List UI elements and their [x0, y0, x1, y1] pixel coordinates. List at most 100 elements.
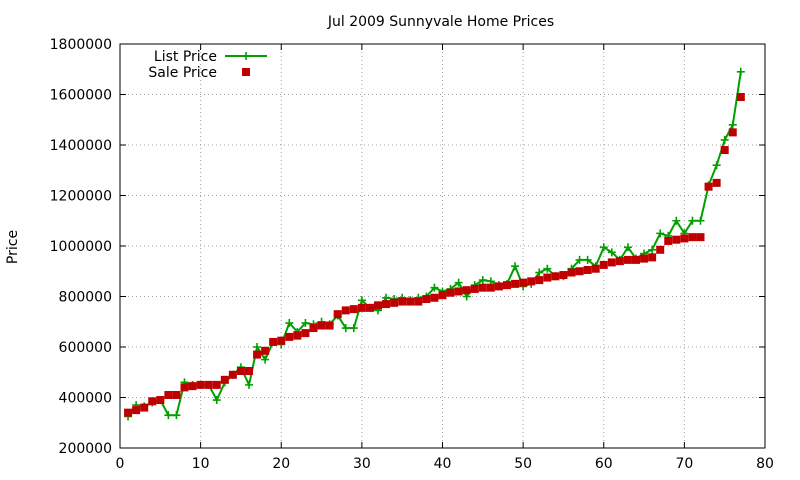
list-price-point: [688, 216, 697, 225]
sale-price-point: [607, 258, 616, 267]
sale-price-point: [180, 383, 189, 392]
list-price-point: [656, 229, 665, 238]
sale-price-point: [269, 337, 278, 346]
sale-price-point: [567, 268, 576, 277]
sale-price-point: [309, 324, 318, 333]
sale-price-point: [640, 254, 649, 263]
sale-price-point: [245, 366, 253, 375]
sale-price-point: [293, 331, 302, 340]
sale-price-point: [446, 288, 455, 297]
list-price-point: [454, 278, 463, 287]
legend-marker-list-price: [242, 52, 250, 60]
sale-price-point: [736, 93, 745, 102]
sale-price-point: [591, 264, 600, 273]
x-tick-label: 10: [192, 456, 210, 472]
list-price-point: [301, 319, 310, 328]
list-price-point: [720, 135, 729, 144]
list-price-point: [599, 243, 608, 252]
sale-price-point: [575, 267, 584, 276]
list-price-point: [712, 161, 721, 170]
y-tick-label: 400000: [59, 391, 112, 407]
sale-price-point: [696, 233, 705, 242]
list-price-point: [672, 216, 681, 225]
list-price-point: [648, 245, 657, 254]
list-price-point: [623, 243, 632, 252]
sale-price-point: [414, 297, 423, 306]
sale-price-point: [470, 284, 479, 293]
grid: [120, 44, 765, 448]
sale-price-point: [301, 329, 310, 338]
sale-price-point: [253, 350, 262, 359]
x-tick-label: 30: [353, 456, 371, 472]
y-tick-label: 800000: [59, 290, 112, 306]
sale-price-point: [519, 278, 528, 287]
sale-price-point: [333, 310, 342, 319]
list-price-point: [543, 264, 552, 273]
x-tick-label: 80: [756, 456, 774, 472]
list-price-point: [164, 411, 173, 420]
sale-price-point: [398, 297, 407, 306]
sale-price-point: [341, 306, 350, 315]
list-price-point: [575, 255, 584, 264]
list-price-point: [357, 296, 366, 305]
list-price-point: [736, 67, 745, 76]
sale-price-point: [285, 332, 294, 341]
sale-price-point: [656, 245, 665, 254]
sale-price-point: [454, 287, 463, 296]
sale-price-point: [438, 291, 447, 300]
sale-price-point: [228, 370, 237, 379]
sale-price-point: [511, 279, 520, 288]
sale-price-point: [277, 336, 286, 345]
sale-price-point: [688, 233, 697, 242]
sale-price-point: [632, 255, 640, 264]
sale-price-point: [390, 298, 399, 307]
sale-price-point: [503, 281, 511, 290]
y-tick-label: 200000: [59, 441, 112, 457]
sale-price-point: [527, 277, 536, 286]
y-tick-label: 1800000: [50, 37, 112, 53]
sale-price-point: [712, 178, 721, 187]
y-tick-label: 1000000: [50, 239, 112, 255]
sale-price-point: [406, 297, 415, 306]
axis-ticks: 200000 400000 600000 800000 1000000 1200000 14…: [50, 37, 774, 472]
sale-price-point: [462, 286, 471, 295]
sale-price-point: [325, 321, 334, 330]
list-price-point: [430, 283, 439, 292]
sale-price-point: [615, 257, 624, 266]
sale-price-point: [664, 236, 673, 245]
list-price-point: [245, 380, 253, 389]
sale-price-point: [204, 380, 213, 389]
x-tick-label: 50: [514, 456, 532, 472]
sale-price-point: [430, 293, 439, 302]
sale-price-point: [156, 396, 165, 405]
list-price-point: [285, 319, 294, 328]
sale-price-point: [535, 276, 544, 285]
x-tick-label: 20: [272, 456, 290, 472]
y-tick-label: 1200000: [50, 189, 112, 205]
list-price-point: [172, 411, 181, 420]
sale-price-point: [486, 283, 495, 292]
sale-price-point: [124, 408, 133, 417]
sale-price-point: [720, 146, 729, 155]
sale-price-point: [728, 128, 737, 137]
legend-label-list-price: List Price: [154, 49, 217, 65]
sale-price-point: [551, 272, 560, 281]
sale-price-point: [382, 300, 391, 309]
y-tick-label: 1600000: [50, 88, 112, 104]
x-tick-label: 60: [595, 456, 613, 472]
sale-price-point: [164, 390, 173, 399]
y-tick-label: 1400000: [50, 138, 112, 154]
sale-price-point: [261, 346, 270, 355]
sale-price-point: [599, 260, 608, 269]
x-tick-label: 40: [434, 456, 452, 472]
list-price-point: [728, 120, 737, 129]
sale-price-point: [132, 406, 141, 415]
sale-price-point: [236, 366, 245, 375]
sale-price-point: [317, 321, 326, 330]
sale-price-point: [148, 397, 157, 406]
x-tick-label: 0: [116, 456, 125, 472]
list-price-point: [341, 324, 350, 333]
sale-price-point: [680, 234, 689, 243]
